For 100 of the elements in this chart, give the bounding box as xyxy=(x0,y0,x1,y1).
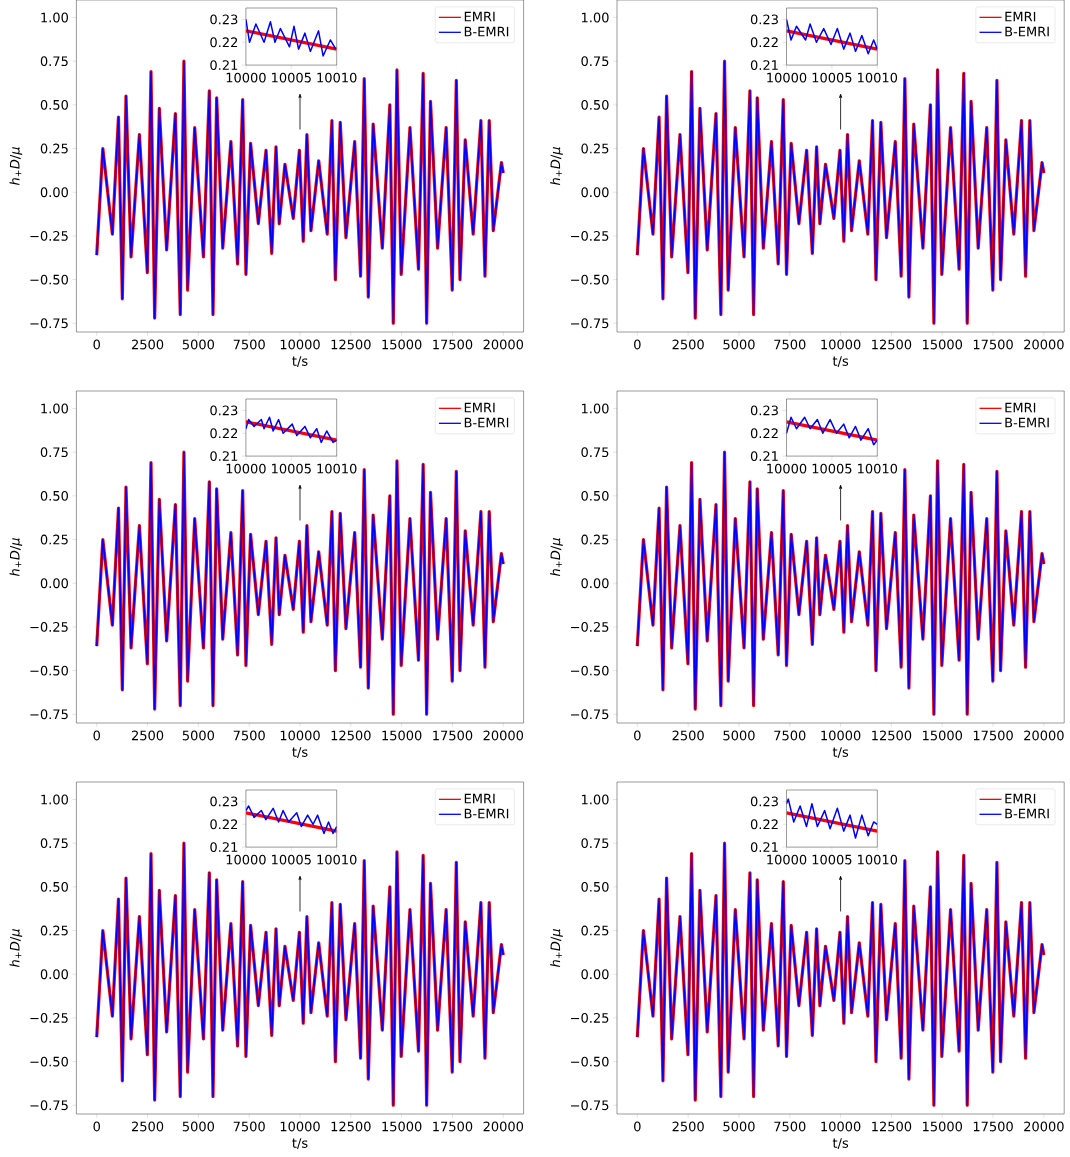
x-tick-label: 0 xyxy=(634,730,641,741)
y-tick-label: 0.00 xyxy=(40,187,68,198)
x-tick-label: 15000 xyxy=(922,339,963,350)
x-axis-title: t/s xyxy=(292,356,308,367)
x-axis-title: t/s xyxy=(832,356,849,367)
x-tick-label: 0 xyxy=(93,339,100,350)
y-tick-label: −0.25 xyxy=(571,1012,609,1023)
y-tick-label: −0.75 xyxy=(571,709,609,720)
x-tick-label: 10005 xyxy=(812,854,852,865)
x-axis-title: t/s xyxy=(832,747,849,758)
legend-label: B-EMRI xyxy=(464,417,509,428)
x-tick-label: 17500 xyxy=(433,730,473,741)
x-tick-label: 5000 xyxy=(723,1121,755,1132)
y-tick-label: 0.23 xyxy=(750,796,778,807)
y-tick-label: −0.50 xyxy=(30,1056,68,1067)
x-tick-label: 20000 xyxy=(1024,730,1064,741)
y-tick-label: −0.75 xyxy=(571,1100,609,1111)
x-tick-label: 10000 xyxy=(280,730,320,741)
y-tick-label: 0.22 xyxy=(750,37,778,48)
y-tick-label: 0.75 xyxy=(581,838,609,849)
x-tick-label: 10000 xyxy=(767,463,807,474)
y-tick-label: 1.00 xyxy=(581,12,609,23)
x-tick-label: 10000 xyxy=(226,463,266,474)
y-tick-label: −0.25 xyxy=(571,230,609,241)
x-tick-label: 5000 xyxy=(182,1121,215,1132)
x-tick-label: 7500 xyxy=(774,339,806,350)
x-tick-label: 12500 xyxy=(872,339,912,350)
y-tick-label: 0.00 xyxy=(40,969,68,980)
y-tick-label: 0.21 xyxy=(750,842,778,853)
x-tick-label: 17500 xyxy=(433,339,473,350)
x-tick-label: 0 xyxy=(634,339,641,350)
legend-label: EMRI xyxy=(1005,402,1036,413)
y-tick-label: −0.75 xyxy=(30,709,68,720)
y-tick-label: −0.25 xyxy=(571,621,609,632)
y-tick-label: −0.50 xyxy=(30,665,68,676)
x-tick-label: 20000 xyxy=(483,339,524,350)
x-tick-label: 10000 xyxy=(821,730,861,741)
y-tick-label: −0.25 xyxy=(30,621,68,632)
x-tick-label: 2500 xyxy=(672,730,704,741)
x-tick-label: 7500 xyxy=(233,1121,265,1132)
x-tick-label: 12500 xyxy=(872,1121,912,1132)
y-tick-label: −0.25 xyxy=(30,230,68,241)
x-tick-label: 10010 xyxy=(317,463,357,474)
y-tick-label: 1.00 xyxy=(581,403,609,414)
x-tick-label: 20000 xyxy=(483,1121,524,1132)
x-tick-label: 0 xyxy=(93,730,100,741)
x-tick-label: 17500 xyxy=(973,1121,1013,1132)
x-tick-label: 10000 xyxy=(280,339,320,350)
x-tick-label: 5000 xyxy=(723,730,755,741)
legend-label: EMRI xyxy=(1005,11,1036,22)
y-tick-label: 0.22 xyxy=(750,428,778,439)
x-tick-label: 15000 xyxy=(922,730,963,741)
legend-label: B-EMRI xyxy=(1005,417,1049,428)
x-tick-label: 10005 xyxy=(272,463,311,474)
x-tick-label: 20000 xyxy=(483,730,524,741)
y-tick-label: 0.25 xyxy=(581,143,609,154)
x-tick-label: 10000 xyxy=(226,854,266,865)
x-tick-label: 10010 xyxy=(317,72,357,83)
x-tick-label: 17500 xyxy=(433,1121,473,1132)
x-tick-label: 20000 xyxy=(1024,339,1064,350)
x-tick-label: 7500 xyxy=(233,339,265,350)
y-tick-label: 0.25 xyxy=(581,925,609,936)
y-tick-label: 0.25 xyxy=(581,534,609,545)
x-tick-label: 10000 xyxy=(767,854,807,865)
y-tick-label: 0.75 xyxy=(581,447,609,458)
y-tick-label: 0.00 xyxy=(40,578,68,589)
legend-label: B-EMRI xyxy=(1005,26,1049,37)
y-tick-label: 1.00 xyxy=(41,12,68,23)
y-tick-label: 0.23 xyxy=(210,796,238,807)
x-tick-label: 17500 xyxy=(973,339,1013,350)
x-tick-label: 10010 xyxy=(317,854,357,865)
y-tick-label: 0.21 xyxy=(210,842,238,853)
y-tick-label: 0.21 xyxy=(750,451,778,462)
x-tick-label: 5000 xyxy=(182,730,215,741)
y-tick-label: 1.00 xyxy=(581,794,609,805)
x-tick-label: 10000 xyxy=(821,1121,861,1132)
y-tick-label: 0.00 xyxy=(581,969,609,980)
x-tick-label: 10005 xyxy=(272,854,311,865)
y-tick-label: −0.50 xyxy=(571,274,609,285)
x-tick-label: 0 xyxy=(634,1121,641,1132)
x-tick-label: 10010 xyxy=(858,72,898,83)
legend-label: EMRI xyxy=(464,402,495,413)
y-tick-label: 0.23 xyxy=(210,14,238,25)
y-tick-label: 0.75 xyxy=(40,838,68,849)
x-tick-label: 10000 xyxy=(767,72,807,83)
y-tick-label: 0.21 xyxy=(750,60,778,71)
legend-label: EMRI xyxy=(1005,793,1036,804)
y-tick-label: 0.50 xyxy=(40,490,68,501)
x-axis-title: t/s xyxy=(292,1138,308,1149)
y-tick-label: 0.21 xyxy=(210,451,238,462)
x-tick-label: 17500 xyxy=(973,730,1013,741)
y-tick-label: 0.50 xyxy=(581,490,609,501)
x-tick-label: 7500 xyxy=(233,730,265,741)
y-tick-label: −0.50 xyxy=(30,274,68,285)
y-tick-label: 0.23 xyxy=(750,405,778,416)
y-tick-label: −0.50 xyxy=(571,1056,609,1067)
x-tick-label: 2500 xyxy=(672,339,704,350)
y-tick-label: 0.22 xyxy=(750,819,778,830)
y-tick-label: 0.75 xyxy=(40,447,68,458)
x-tick-label: 2500 xyxy=(131,339,164,350)
